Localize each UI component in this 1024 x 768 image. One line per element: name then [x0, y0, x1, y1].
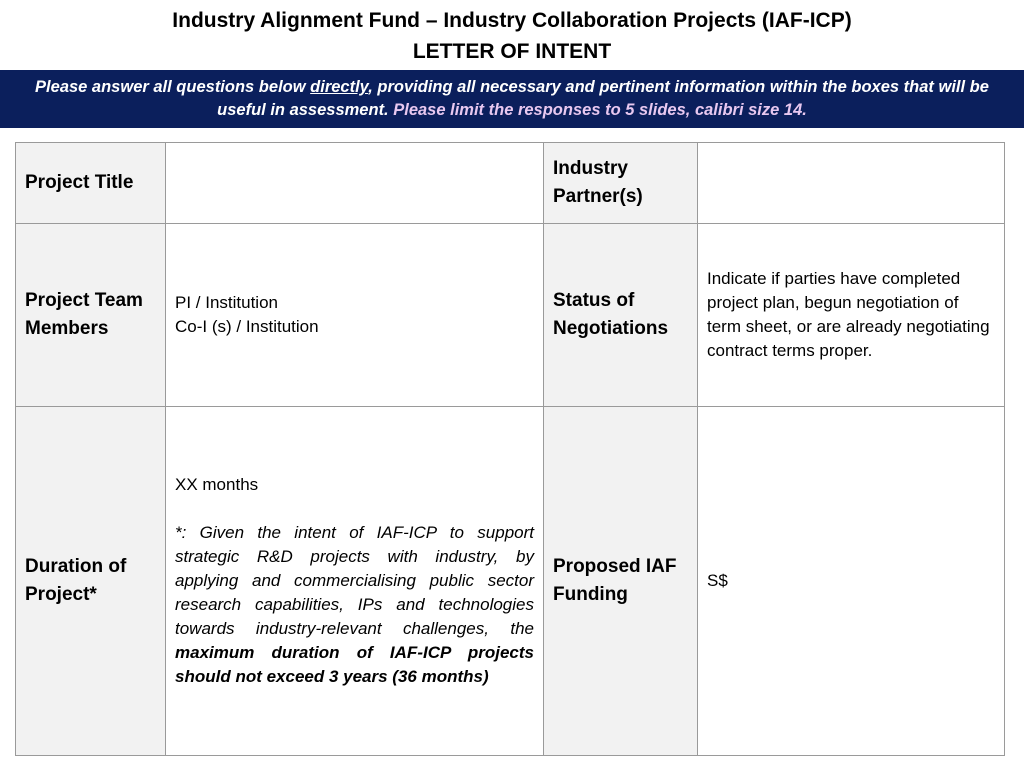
proposed-funding-field[interactable]: S$ [697, 406, 1005, 756]
table-row: Duration of Project* XX months *: Given … [15, 406, 1005, 756]
duration-field[interactable]: XX months *: Given the intent of IAF-ICP… [165, 406, 544, 756]
team-line-pi: PI / Institution [175, 293, 278, 312]
banner-text-1: Please answer all questions below [35, 78, 311, 96]
negotiation-status-field[interactable]: Indicate if parties have completed proje… [697, 223, 1005, 407]
duration-note-bold: maximum duration of IAF-ICP projects sho… [175, 643, 534, 686]
table-row: Project Title Industry Partner(s) [15, 142, 1005, 224]
negotiation-hint: Indicate if parties have completed proje… [707, 269, 990, 360]
duration-value: XX months [175, 475, 259, 494]
negotiation-status-label: Status of Negotiations [543, 223, 698, 407]
table-row: Project Team Members PI / Institution Co… [15, 223, 1005, 407]
duration-label: Duration of Project* [15, 406, 166, 756]
document-subtitle: LETTER OF INTENT [412, 40, 612, 63]
document-title: Industry Alignment Fund – Industry Colla… [172, 9, 852, 32]
banner-highlight: Please limit the responses to 5 slides, … [393, 101, 807, 119]
project-team-field[interactable]: PI / Institution Co-I (s) / Institution [165, 223, 544, 407]
banner-text-2: , providing all necessary and pertinent … [217, 78, 989, 119]
industry-partner-field[interactable] [697, 142, 1005, 224]
project-title-field[interactable] [165, 142, 544, 224]
proposed-funding-label: Proposed IAF Funding [543, 406, 698, 756]
duration-note: *: Given the intent of IAF-ICP to suppor… [175, 521, 534, 689]
industry-partner-label: Industry Partner(s) [543, 142, 698, 224]
project-team-label: Project Team Members [15, 223, 166, 407]
banner-emphasis: directly [310, 78, 369, 96]
instruction-banner: Please answer all questions below direct… [0, 70, 1024, 128]
team-line-coi: Co-I (s) / Institution [175, 317, 319, 336]
duration-note-text: *: Given the intent of IAF-ICP to suppor… [175, 523, 534, 638]
loi-form-table: Project Title Industry Partner(s) Projec… [15, 142, 1005, 756]
project-title-label: Project Title [15, 142, 166, 224]
